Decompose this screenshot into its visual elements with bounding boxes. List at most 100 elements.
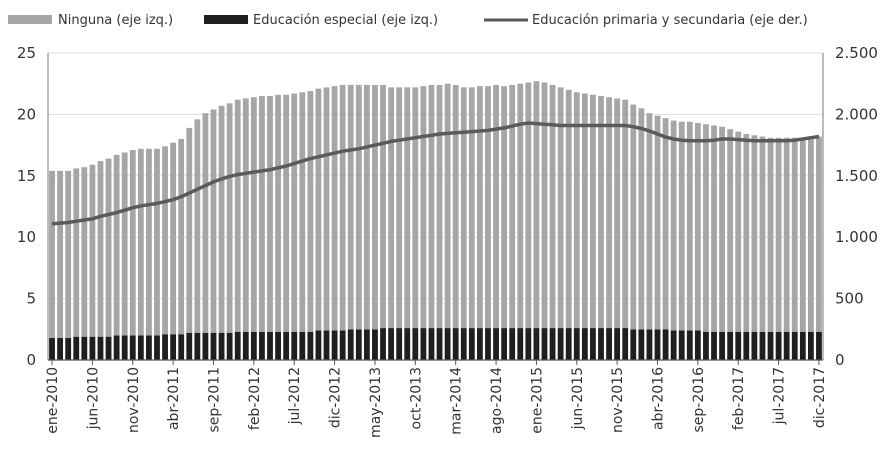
y-right-tick-label: 1.500: [835, 167, 878, 185]
x-tick-label: may-2013: [368, 367, 384, 438]
bar-educacion-especial: [162, 334, 168, 360]
bar-ninguna: [242, 98, 249, 332]
bar-ninguna: [65, 170, 72, 338]
bar-educacion-especial: [97, 336, 104, 360]
bar-educacion-especial: [105, 336, 112, 360]
x-tick-label: ene-2010: [45, 367, 61, 434]
bar-educacion-especial: [299, 331, 306, 360]
bar-ninguna: [121, 152, 128, 336]
bar-educacion-especial: [517, 328, 524, 360]
legend: Ninguna (eje izq.) Educación especial (e…: [8, 13, 808, 28]
bar-educacion-especial: [573, 328, 580, 360]
bar-ninguna: [202, 113, 209, 333]
legend-label-ninguna: Ninguna (eje izq.): [58, 13, 173, 28]
bar-ninguna: [525, 82, 532, 329]
y-left-tick-label: 15: [17, 167, 36, 185]
bar-educacion-especial: [630, 329, 637, 360]
bar-educacion-especial: [355, 329, 362, 360]
bar-educacion-especial: [816, 331, 822, 360]
bar-ninguna: [420, 86, 427, 329]
bar-educacion-especial: [420, 328, 427, 360]
bar-educacion-especial: [654, 329, 661, 360]
y-right-tick-labels: 0 500 1.000 1.500 2.000 2.500: [835, 44, 878, 369]
x-tick-label: feb-2017: [731, 367, 747, 430]
bar-ninguna: [678, 121, 685, 331]
bar-educacion-especial: [57, 337, 64, 360]
bar-educacion-especial: [799, 331, 806, 360]
bar-ninguna: [759, 136, 766, 332]
bar-educacion-especial: [129, 335, 136, 360]
bar-ninguna: [146, 148, 152, 336]
bar-educacion-especial: [678, 330, 685, 360]
legend-label-educacion-especial: Educación especial (eje izq.): [253, 13, 438, 28]
bar-ninguna: [396, 87, 403, 329]
bar-educacion-especial: [638, 329, 645, 360]
bar-educacion-especial: [767, 331, 774, 360]
x-tick-label: ene-2015: [529, 367, 545, 434]
bar-ninguna: [73, 168, 80, 337]
line-educacion-primaria: [51, 121, 820, 226]
bar-educacion-especial: [775, 331, 782, 360]
x-tick-label: ago-2014: [489, 367, 505, 434]
bar-ninguna: [388, 87, 395, 329]
bar-ninguna: [614, 98, 621, 329]
y-left-tick-label: 25: [17, 44, 36, 62]
bar-ninguna: [533, 81, 540, 329]
bar-educacion-especial: [751, 331, 758, 360]
bar-educacion-especial: [65, 337, 72, 360]
bar-ninguna: [275, 94, 281, 332]
bar-ninguna: [654, 115, 661, 330]
legend-item-educacion-primaria: Educación primaria y secundaria (eje der…: [484, 13, 808, 28]
y-right-tick-label: 2.000: [835, 105, 878, 123]
bar-ninguna: [662, 118, 669, 330]
bar-educacion-especial: [549, 328, 556, 360]
bar-ninguna: [404, 87, 411, 329]
bar-educacion-especial: [331, 330, 338, 360]
bar-ninguna: [686, 121, 693, 331]
x-tick-label: oct-2013: [408, 367, 424, 429]
bar-ninguna: [113, 154, 120, 336]
bar-educacion-especial: [694, 330, 701, 360]
x-tick-label: mar-2014: [449, 367, 465, 435]
bar-educacion-especial: [485, 328, 491, 360]
bar-educacion-especial: [194, 332, 201, 360]
bar-ninguna: [743, 134, 750, 332]
bar-ninguna: [517, 83, 524, 329]
bar-educacion-especial: [501, 328, 508, 360]
x-tick-label: jun-2010: [85, 367, 101, 430]
bar-ninguna: [323, 87, 330, 331]
bar-ninguna: [259, 95, 265, 332]
bar-educacion-especial: [428, 328, 435, 360]
x-tick-label: abr-2011: [166, 367, 182, 430]
x-tick-label: jun-2015: [570, 367, 586, 430]
bar-ninguna: [283, 94, 290, 332]
bar-ninguna: [590, 94, 596, 329]
bar-educacion-especial: [727, 331, 734, 360]
bar-ninguna: [775, 137, 782, 332]
y-left-tick-label: 5: [26, 290, 36, 308]
x-tick-label: jul-2012: [287, 367, 303, 425]
bar-educacion-especial: [275, 331, 281, 360]
bar-ninguna: [509, 84, 516, 329]
bar-educacion-especial: [283, 331, 290, 360]
bar-ninguna: [372, 84, 378, 330]
bar-educacion-especial: [735, 331, 742, 360]
bar-educacion-especial: [670, 330, 677, 360]
bar-educacion-especial: [476, 328, 483, 360]
bar-ninguna: [460, 87, 467, 329]
bar-educacion-especial: [807, 331, 814, 360]
axes: [47, 53, 824, 365]
bar-ninguna: [267, 95, 273, 332]
bar-educacion-especial: [380, 328, 386, 360]
legend-swatch-ninguna: [8, 15, 52, 24]
bar-educacion-especial: [452, 328, 459, 360]
legend-item-educacion-especial: Educación especial (eje izq.): [204, 13, 438, 28]
legend-item-ninguna: Ninguna (eje izq.): [8, 13, 173, 28]
bar-educacion-especial: [436, 328, 443, 360]
bar-educacion-especial: [267, 331, 273, 360]
bar-ninguna: [816, 136, 822, 332]
bar-ninguna: [347, 84, 354, 330]
x-tick-label: nov-2015: [610, 367, 626, 433]
bar-ninguna: [468, 87, 475, 329]
bar-ninguna: [630, 104, 637, 330]
